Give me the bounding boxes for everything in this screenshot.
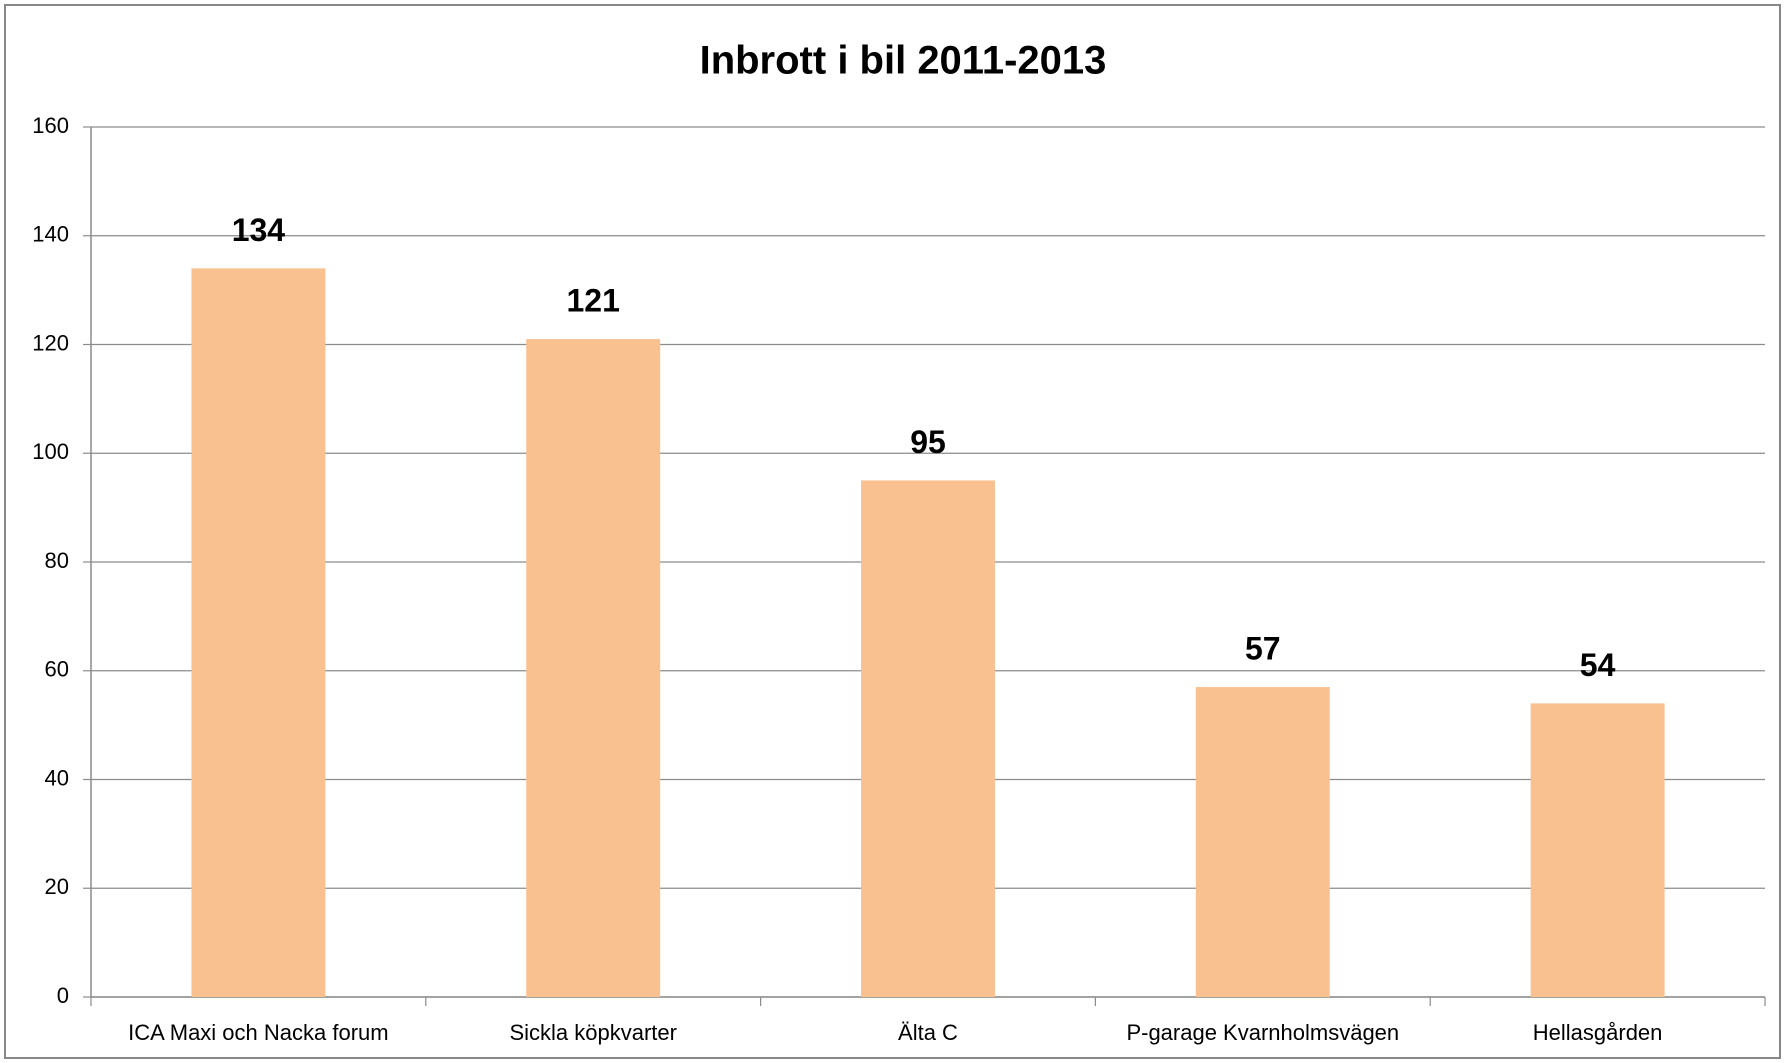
y-tick-label: 140 (32, 222, 69, 247)
data-label: 95 (910, 424, 946, 460)
y-tick-label: 120 (32, 330, 69, 355)
y-tick-label: 20 (45, 874, 69, 899)
y-tick-label: 160 (32, 113, 69, 138)
y-tick-label: 100 (32, 439, 69, 464)
bar (1195, 687, 1330, 997)
x-tick-label: Hellasgården (1533, 1020, 1663, 1045)
chart-title: Inbrott i bil 2011-2013 (700, 39, 1107, 83)
y-tick-label: 60 (45, 657, 69, 682)
data-label: 134 (232, 212, 286, 248)
x-tick-label: P-garage Kvarnholmsvägen (1126, 1020, 1399, 1045)
x-tick-label: Sickla köpkvarter (509, 1020, 677, 1045)
data-label: 57 (1245, 631, 1281, 667)
y-tick-label: 0 (57, 983, 69, 1008)
x-tick-label: Älta C (898, 1020, 958, 1045)
bar (191, 268, 326, 997)
data-label: 54 (1580, 647, 1616, 683)
y-tick-label: 40 (45, 765, 69, 790)
bar (861, 480, 995, 997)
bar (526, 339, 661, 997)
data-label: 121 (567, 283, 620, 319)
x-tick-label: ICA Maxi och Nacka forum (128, 1020, 388, 1045)
bar (1530, 703, 1665, 997)
y-tick-label: 80 (45, 548, 69, 573)
